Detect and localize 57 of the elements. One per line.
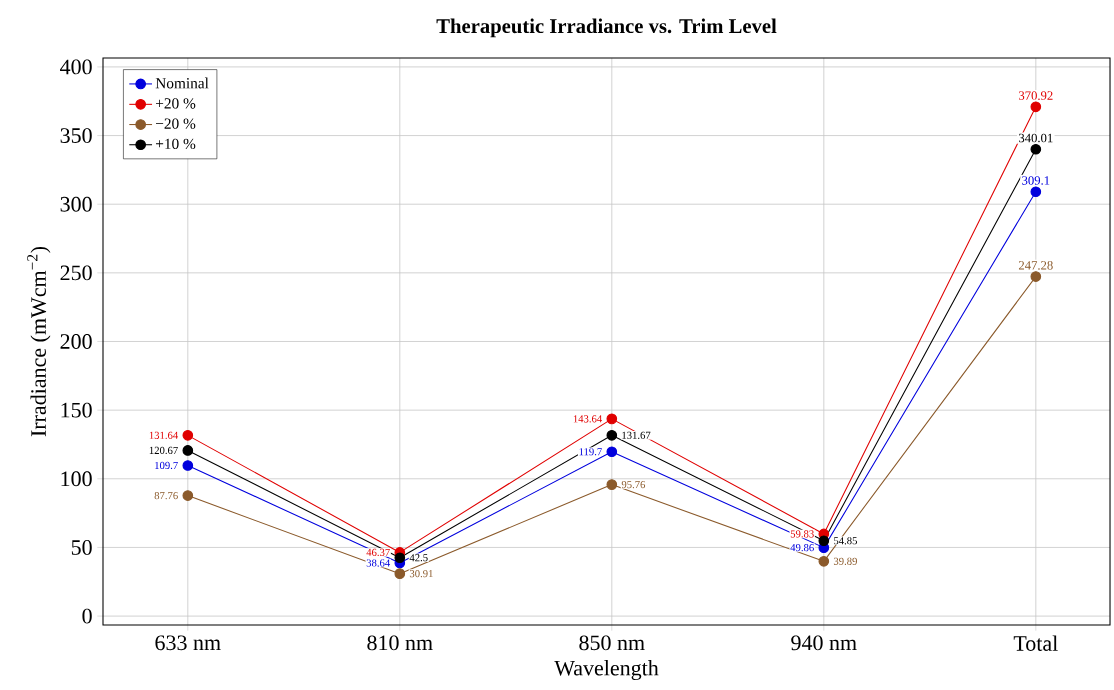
- chart-title: Therapeutic Irradiance vs. Trim Level: [436, 18, 777, 38]
- x-tick-label: 810 nm: [367, 635, 433, 651]
- point: [1030, 101, 1042, 113]
- point: [182, 490, 194, 501]
- point: [606, 446, 618, 458]
- data-label: 109.7: [155, 461, 178, 470]
- point: [1030, 271, 1042, 282]
- point: [606, 429, 618, 441]
- data-label: 42.5: [409, 554, 428, 562]
- y-tick-label: 100: [61, 471, 92, 487]
- data-label: 120.67: [149, 446, 178, 455]
- data-label: 131.67: [622, 431, 651, 439]
- y-axis-title: Irradiance (mWcm$^{−2}$): [27, 246, 51, 437]
- point: [1030, 143, 1042, 155]
- point: [182, 460, 194, 471]
- data-label: 131.64: [149, 431, 179, 439]
- x-tick-label: 940 nm: [791, 635, 857, 651]
- legend-label: −20 %: [156, 118, 196, 129]
- data-label: 370.92: [1019, 91, 1053, 100]
- data-label: 340.01: [1019, 133, 1053, 143]
- point: [818, 555, 830, 567]
- point: [182, 430, 194, 441]
- x-tick-label: 633 nm: [155, 635, 221, 651]
- x-tick-label: 850 nm: [579, 635, 645, 651]
- legend-label: Nominal: [155, 77, 209, 89]
- data-label: 46.37: [366, 548, 390, 557]
- legend-label: +10 %: [156, 138, 196, 150]
- y-tick-label: 0: [82, 608, 92, 624]
- data-label: 247.28: [1018, 261, 1053, 270]
- point: [606, 413, 618, 425]
- point: [394, 552, 406, 564]
- x-tick-label: Total: [1013, 635, 1058, 651]
- data-label: 95.76: [621, 481, 646, 489]
- point: [394, 568, 406, 579]
- data-label: 38.64: [366, 559, 391, 567]
- y-tick-label: 250: [60, 265, 92, 281]
- point: [1030, 186, 1042, 198]
- y-tick-label: 350: [60, 128, 92, 143]
- data-label: 309.1: [1022, 176, 1050, 185]
- data-label: 143.64: [573, 415, 603, 423]
- point: [182, 445, 194, 456]
- data-label: 119.7: [579, 448, 602, 456]
- data-label: 54.85: [834, 537, 857, 545]
- y-tick-label: 300: [60, 196, 92, 212]
- data-label: 87.76: [154, 491, 178, 500]
- y-tick-label: 50: [71, 540, 92, 555]
- y-tick-label: 400: [60, 59, 92, 75]
- x-axis-title: Wavelength: [554, 660, 659, 681]
- point: [606, 479, 618, 490]
- point: [818, 535, 830, 547]
- y-tick-label: 200: [60, 334, 92, 349]
- legend-label: +20 %: [156, 98, 196, 109]
- data-label: 49.86: [790, 544, 814, 552]
- data-label: 59.83: [790, 530, 814, 538]
- y-tick-label: 150: [61, 402, 92, 418]
- data-label: 39.89: [833, 557, 857, 565]
- data-label: 30.91: [409, 570, 433, 578]
